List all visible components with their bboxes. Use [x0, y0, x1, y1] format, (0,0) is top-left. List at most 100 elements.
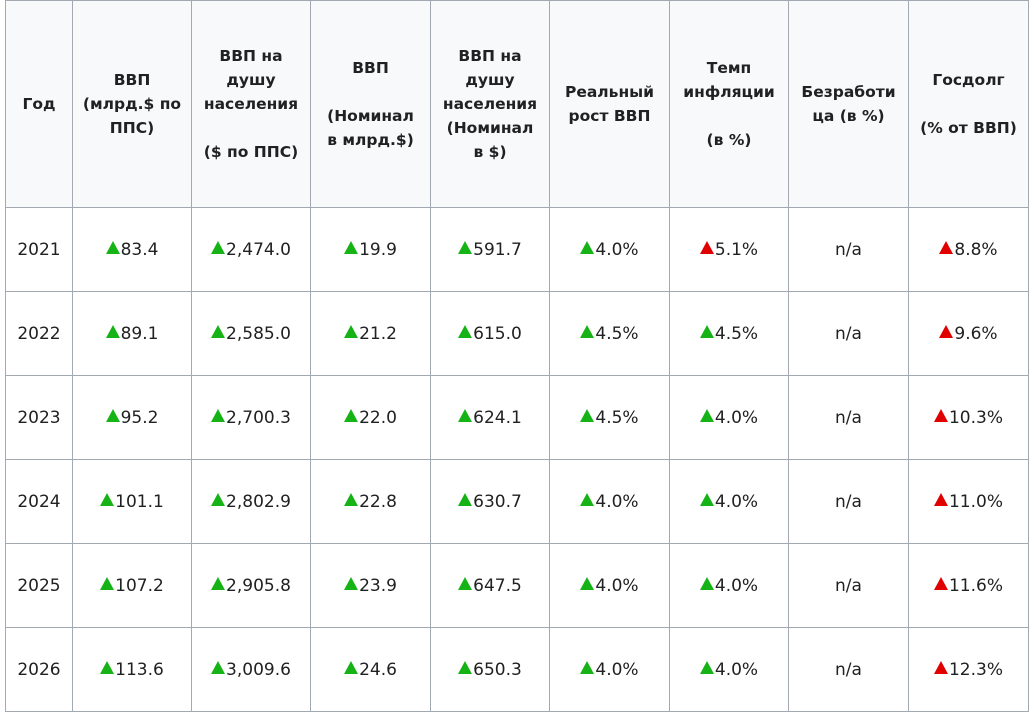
value-cell: 4.0%	[669, 627, 789, 712]
value-cell: 4.0%	[549, 459, 670, 544]
value-cell: 11.0%	[908, 459, 1029, 544]
value-cell: 12.3%	[908, 627, 1029, 712]
cell-value: 2,474.0	[226, 239, 291, 260]
header-line: Безработи	[801, 83, 896, 101]
header-line: инфляции	[683, 83, 775, 101]
value-cell: 95.2	[72, 375, 192, 460]
cell-value: 4.0%	[714, 407, 759, 428]
column-header: Безработи ца (в %)	[788, 0, 909, 208]
cell-value: 4.0%	[595, 491, 639, 512]
table-row: 2023 95.2 2,700.3 22.0 624.1 4.5% 4.0% n/a 10.3%	[5, 375, 1029, 460]
cell-value: 650.3	[473, 659, 522, 680]
green-up-triangle-icon	[344, 576, 359, 590]
value-cell: 22.8	[310, 459, 431, 544]
cell-value: 591.7	[473, 239, 522, 260]
cell-value: 4.0%	[714, 659, 759, 680]
value-cell: 83.4	[72, 207, 192, 292]
cell-value: 12.3%	[948, 659, 1003, 680]
cell-value: 19.9	[359, 239, 397, 260]
table-body: 2021 83.4 2,474.0 19.9 591.7 4.0% 5.1% n/a 8.8% 2…	[5, 207, 1029, 712]
value-cell: n/a	[788, 375, 909, 460]
green-up-triangle-icon	[458, 240, 473, 254]
cell-value: 24.6	[359, 659, 397, 680]
green-up-triangle-icon	[344, 492, 359, 506]
year-cell: 2022	[5, 291, 73, 376]
green-up-triangle-icon	[211, 240, 226, 254]
value-cell: n/a	[788, 291, 909, 376]
cell-value: 4.0%	[714, 491, 759, 512]
table-row: 2021 83.4 2,474.0 19.9 591.7 4.0% 5.1% n/a 8.8%	[5, 207, 1029, 292]
green-up-triangle-icon	[211, 660, 226, 674]
header-line: в $)	[473, 143, 507, 161]
cell-value: 5.1%	[714, 239, 759, 260]
cell-value: 647.5	[473, 575, 522, 596]
value-cell: 3,009.6	[191, 627, 311, 712]
header-line: (Номинал	[327, 107, 414, 125]
header-line: рост ВВП	[568, 107, 651, 125]
green-up-triangle-icon	[344, 660, 359, 674]
green-up-triangle-icon	[344, 408, 359, 422]
value-cell: 4.0%	[549, 543, 670, 628]
value-cell: 615.0	[430, 291, 550, 376]
value-cell: 4.5%	[549, 291, 670, 376]
green-up-triangle-icon	[211, 576, 226, 590]
cell-value: 21.2	[359, 323, 397, 344]
column-header: ВВП (млрд.$ по ППС)	[72, 0, 192, 208]
green-up-triangle-icon	[699, 576, 714, 590]
header-line: в млрд.$)	[327, 131, 414, 149]
cell-value: 83.4	[120, 239, 159, 260]
value-cell: 5.1%	[669, 207, 789, 292]
cell-value: 9.6%	[954, 323, 998, 344]
cell-value: n/a	[835, 407, 862, 428]
green-up-triangle-icon	[211, 324, 226, 338]
green-up-triangle-icon	[458, 576, 473, 590]
column-header: ВВП на душу населения ($ по ППС)	[191, 0, 311, 208]
green-up-triangle-icon	[699, 408, 714, 422]
cell-value: 107.2	[115, 575, 164, 596]
year-cell: 2026	[5, 627, 73, 712]
cell-value: n/a	[835, 323, 862, 344]
header-line: (Номинал	[446, 119, 534, 137]
green-up-triangle-icon	[580, 660, 595, 674]
value-cell: 107.2	[72, 543, 192, 628]
cell-value: 8.8%	[954, 239, 998, 260]
value-cell: 630.7	[430, 459, 550, 544]
header-line-gap	[196, 116, 306, 140]
green-up-triangle-icon	[105, 324, 120, 338]
green-up-triangle-icon	[458, 324, 473, 338]
header-line: душу	[465, 71, 515, 89]
economic-indicators-table: Год ВВП (млрд.$ по ППС) ВВП на душу населения…	[5, 0, 1029, 712]
cell-value: 101.1	[115, 491, 164, 512]
header-line: ВВП на	[219, 47, 283, 65]
cell-value: 3,009.6	[226, 659, 291, 680]
header-line: ца (в %)	[812, 107, 885, 125]
cell-value: 95.2	[120, 407, 159, 428]
table-row: 2026 113.6 3,009.6 24.6 650.3 4.0% 4.0% n/a 12.3…	[5, 627, 1029, 712]
column-header: Реальный рост ВВП	[549, 0, 670, 208]
cell-value: 11.6%	[948, 575, 1003, 596]
year-cell: 2023	[5, 375, 73, 460]
cell-value: 22.0	[359, 407, 397, 428]
value-cell: 4.5%	[669, 291, 789, 376]
value-cell: 4.0%	[549, 627, 670, 712]
cell-value: n/a	[835, 239, 862, 260]
value-cell: 89.1	[72, 291, 192, 376]
year-cell: 2025	[5, 543, 73, 628]
header-line: ВВП	[352, 59, 389, 77]
cell-value: 4.5%	[595, 323, 639, 344]
red-up-triangle-icon	[933, 660, 948, 674]
cell-value: 4.0%	[595, 575, 639, 596]
green-up-triangle-icon	[458, 660, 473, 674]
cell-value: 89.1	[120, 323, 159, 344]
green-up-triangle-icon	[344, 324, 359, 338]
value-cell: 647.5	[430, 543, 550, 628]
cell-value: 630.7	[473, 491, 522, 512]
value-cell: 22.0	[310, 375, 431, 460]
green-up-triangle-icon	[580, 324, 595, 338]
cell-value: n/a	[835, 575, 862, 596]
value-cell: 2,700.3	[191, 375, 311, 460]
header-line: ВВП на	[458, 47, 522, 65]
green-up-triangle-icon	[580, 240, 595, 254]
header-line: (в %)	[706, 131, 752, 149]
header-line: ($ по ППС)	[203, 143, 299, 161]
